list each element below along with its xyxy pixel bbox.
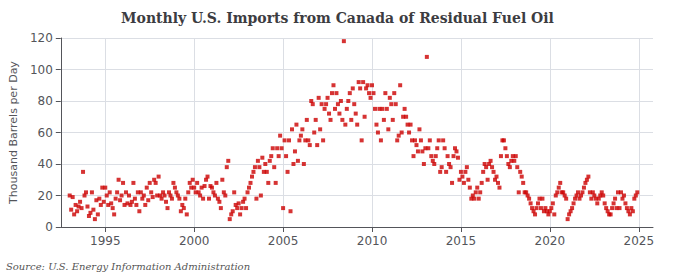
- svg-text:2025: 2025: [623, 234, 654, 248]
- svg-text:80: 80: [38, 94, 53, 108]
- svg-text:40: 40: [38, 157, 53, 171]
- svg-text:120: 120: [30, 31, 53, 45]
- svg-text:2010: 2010: [357, 234, 388, 248]
- svg-text:0: 0: [45, 220, 53, 234]
- svg-text:2015: 2015: [446, 234, 477, 248]
- svg-text:1995: 1995: [90, 234, 121, 248]
- svg-text:Thousand Barrels per Day: Thousand Barrels per Day: [7, 61, 20, 205]
- svg-text:Monthly U.S. Imports from Cana: Monthly U.S. Imports from Canada of Resi…: [121, 10, 554, 26]
- svg-text:Source: U.S. Energy Informatio: Source: U.S. Energy Information Administ…: [6, 261, 250, 272]
- svg-text:2005: 2005: [268, 234, 299, 248]
- svg-text:20: 20: [38, 189, 53, 203]
- svg-text:60: 60: [38, 126, 53, 140]
- svg-text:2020: 2020: [535, 234, 566, 248]
- svg-text:2000: 2000: [179, 234, 210, 248]
- svg-text:100: 100: [30, 63, 53, 77]
